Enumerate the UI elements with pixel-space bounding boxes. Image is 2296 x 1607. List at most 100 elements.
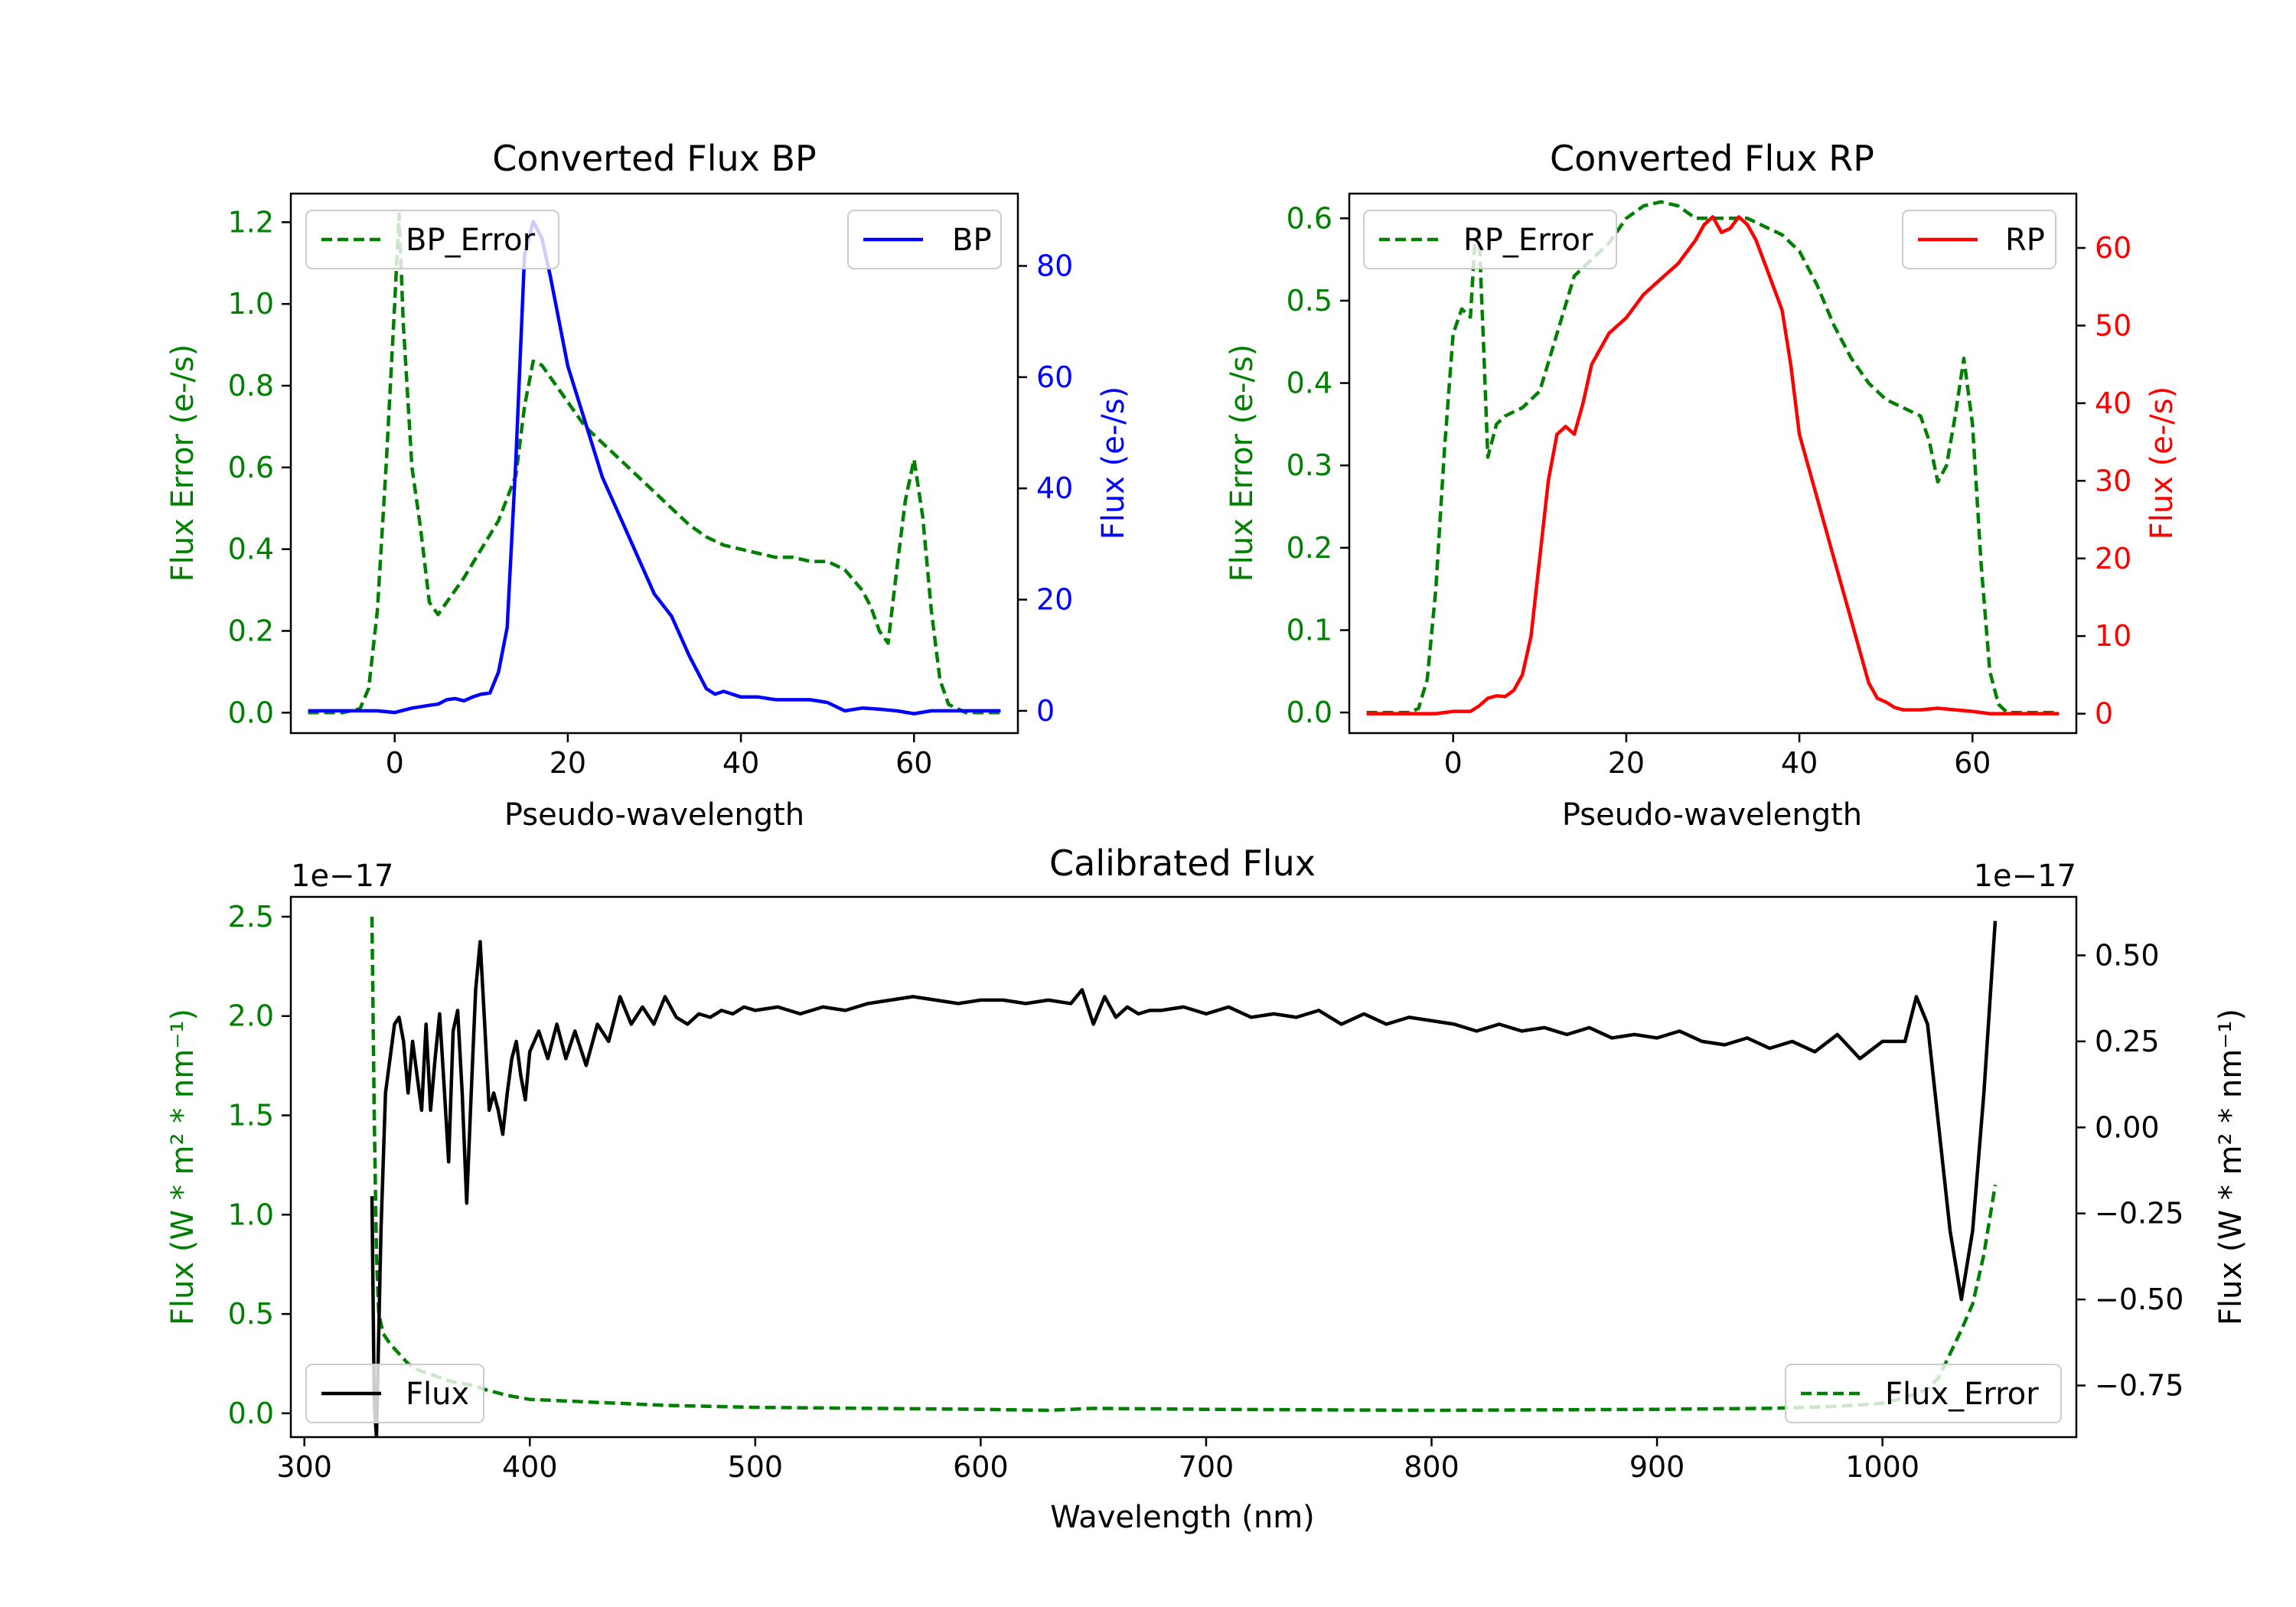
- x-axis: 300 400 500 600 700 800 900 1000: [276, 1437, 1919, 1484]
- legend-flux: Flux: [305, 1364, 484, 1423]
- right-y-axis: 0 10 20 30 40 50 60: [2076, 231, 2131, 731]
- left-y-tick-label: 0.2: [1287, 531, 1332, 565]
- left-y-axis: 0.0 0.1 0.2 0.3 0.4 0.5 0.6: [1287, 201, 1349, 729]
- x-axis-label: Pseudo-wavelength: [1562, 797, 1862, 833]
- right-y-tick-label: 0.50: [2095, 938, 2160, 972]
- left-offset-text: 1e−17: [291, 859, 393, 894]
- right-y-tick-label: 40: [2095, 386, 2131, 420]
- x-tick-label: 0: [1444, 746, 1463, 780]
- x-tick-label: 0: [386, 746, 404, 780]
- right-y-axis-label: Flux (e-/s): [2144, 386, 2180, 539]
- left-y-tick-label: 0.0: [228, 1397, 274, 1430]
- axes-frame: [289, 192, 1019, 735]
- x-tick-label: 400: [502, 1450, 558, 1484]
- x-tick-label: 900: [1629, 1450, 1685, 1484]
- left-y-tick-label: 0.6: [1287, 201, 1332, 235]
- legend-box: [1785, 1364, 2062, 1423]
- x-tick-label: 60: [895, 746, 932, 780]
- panel-calibrated-flux: Calibrated Flux 1e−17 1e−17 300 400 500 600…: [165, 843, 2249, 1535]
- left-y-axis: 0.0 0.5 1.0 1.5 2.0 2.5: [228, 900, 291, 1430]
- legend-bp-error: BP_Error: [305, 210, 559, 269]
- right-y-tick-label: 60: [1036, 360, 1073, 394]
- legend-label: RP_Error: [1463, 223, 1593, 258]
- right-y-tick-label: 50: [2095, 308, 2131, 342]
- left-y-tick-label: 0.2: [228, 614, 274, 647]
- left-y-tick-label: 0.8: [228, 369, 274, 403]
- left-y-tick-label: 1.2: [228, 205, 274, 239]
- left-y-axis-label: Flux Error (e-/s): [165, 344, 201, 582]
- legend-bp: BP: [847, 210, 1002, 269]
- axes-frame: [289, 895, 2078, 1439]
- series-line-bp-error: [308, 212, 1001, 715]
- panel-converted-flux-bp: Converted Flux BP 0 20 40 60 0.00.20.40.60.…: [165, 138, 1131, 833]
- right-y-tick-label: 0: [2095, 697, 2113, 731]
- legend-flux-error: Flux_Error: [1785, 1364, 2062, 1423]
- x-tick-label: 60: [1954, 746, 1991, 780]
- legend-box: [847, 210, 1002, 269]
- left-y-tick-label: 0.5: [228, 1297, 274, 1331]
- right-y-axis: −0.75 −0.50 −0.25 0.00 0.25 0.50: [2076, 938, 2183, 1403]
- left-y-tick-label: 1.0: [228, 1198, 274, 1231]
- right-y-axis-label: Flux (e-/s): [1096, 386, 1131, 539]
- right-offset-text: 1e−17: [1974, 859, 2076, 894]
- x-tick-label: 700: [1179, 1450, 1234, 1484]
- right-y-tick-label: 20: [2095, 542, 2131, 575]
- legend-rp-error: RP_Error: [1363, 210, 1617, 269]
- x-axis: 0 20 40 60: [1444, 733, 1991, 780]
- legend-box: [305, 210, 559, 269]
- legend-rp: RP: [1902, 210, 2056, 269]
- right-y-tick-label: 30: [2095, 464, 2131, 497]
- right-y-tick-label: −0.50: [2095, 1283, 2183, 1316]
- panel-title: Calibrated Flux: [1049, 843, 1316, 884]
- right-y-tick-label: 20: [1036, 583, 1073, 617]
- legend-label: Flux: [406, 1377, 469, 1412]
- left-y-tick-label: 0.6: [228, 451, 274, 484]
- left-y-tick-label: 1.5: [228, 1099, 274, 1133]
- right-y-tick-label: 0.25: [2095, 1025, 2160, 1058]
- x-tick-label: 500: [728, 1450, 784, 1484]
- legend-box: [305, 1364, 484, 1423]
- left-y-tick-label: 2.5: [228, 900, 274, 934]
- x-tick-label: 600: [953, 1450, 1009, 1484]
- right-y-tick-label: −0.25: [2095, 1197, 2183, 1231]
- axes-frame: [1348, 192, 2078, 735]
- x-tick-label: 40: [722, 746, 759, 780]
- left-y-tick-label: 2.0: [228, 999, 274, 1033]
- right-y-tick-label: 10: [2095, 619, 2131, 653]
- left-y-tick-label: 0.5: [1287, 284, 1332, 318]
- series-line-bp: [308, 220, 1001, 715]
- legend-label: RP: [2005, 223, 2045, 258]
- right-y-tick-label: −0.75: [2095, 1369, 2183, 1403]
- x-tick-label: 300: [276, 1450, 332, 1484]
- legend-box: [1363, 210, 1617, 269]
- x-tick-label: 20: [1608, 746, 1645, 780]
- left-y-axis: 0.0 0.2 0.4 0.6 0.8 1.0 1.2: [228, 205, 291, 729]
- legend-box: [1902, 210, 2056, 269]
- x-axis: 0 20 40 60: [386, 733, 932, 780]
- left-y-tick-label: 0.1: [1287, 613, 1332, 647]
- right-y-axis: 0 20 40 60 80: [1018, 249, 1073, 728]
- left-y-axis-label: Flux Error (e-/s): [1225, 344, 1260, 582]
- left-y-tick-label: 0.0: [228, 696, 274, 729]
- legend-label: BP_Error: [406, 223, 536, 258]
- right-y-tick-label: 80: [1036, 249, 1073, 282]
- left-y-tick-label: 0.4: [228, 533, 274, 566]
- x-tick-label: 20: [550, 746, 586, 780]
- series-line-flux: [370, 921, 1998, 1437]
- series-line-rp: [1366, 215, 2060, 715]
- panel-title: Converted Flux RP: [1550, 138, 1874, 179]
- right-y-axis-label: Flux (W * m² * nm⁻¹): [2213, 1009, 2249, 1325]
- left-y-tick-label: 1.0: [228, 287, 274, 321]
- left-y-tick-label: 0.4: [1287, 367, 1332, 400]
- right-y-tick-label: 60: [2095, 231, 2131, 265]
- right-y-tick-label: 0.00: [2095, 1110, 2160, 1144]
- x-tick-label: 800: [1404, 1450, 1459, 1484]
- right-y-tick-label: 40: [1036, 471, 1073, 505]
- x-tick-label: 40: [1781, 746, 1818, 780]
- x-axis-label: Pseudo-wavelength: [504, 797, 804, 833]
- right-y-tick-label: 0: [1036, 694, 1055, 728]
- x-axis-label: Wavelength (nm): [1050, 1500, 1315, 1535]
- panel-title: Converted Flux BP: [492, 138, 817, 179]
- legend-label: BP: [952, 223, 992, 258]
